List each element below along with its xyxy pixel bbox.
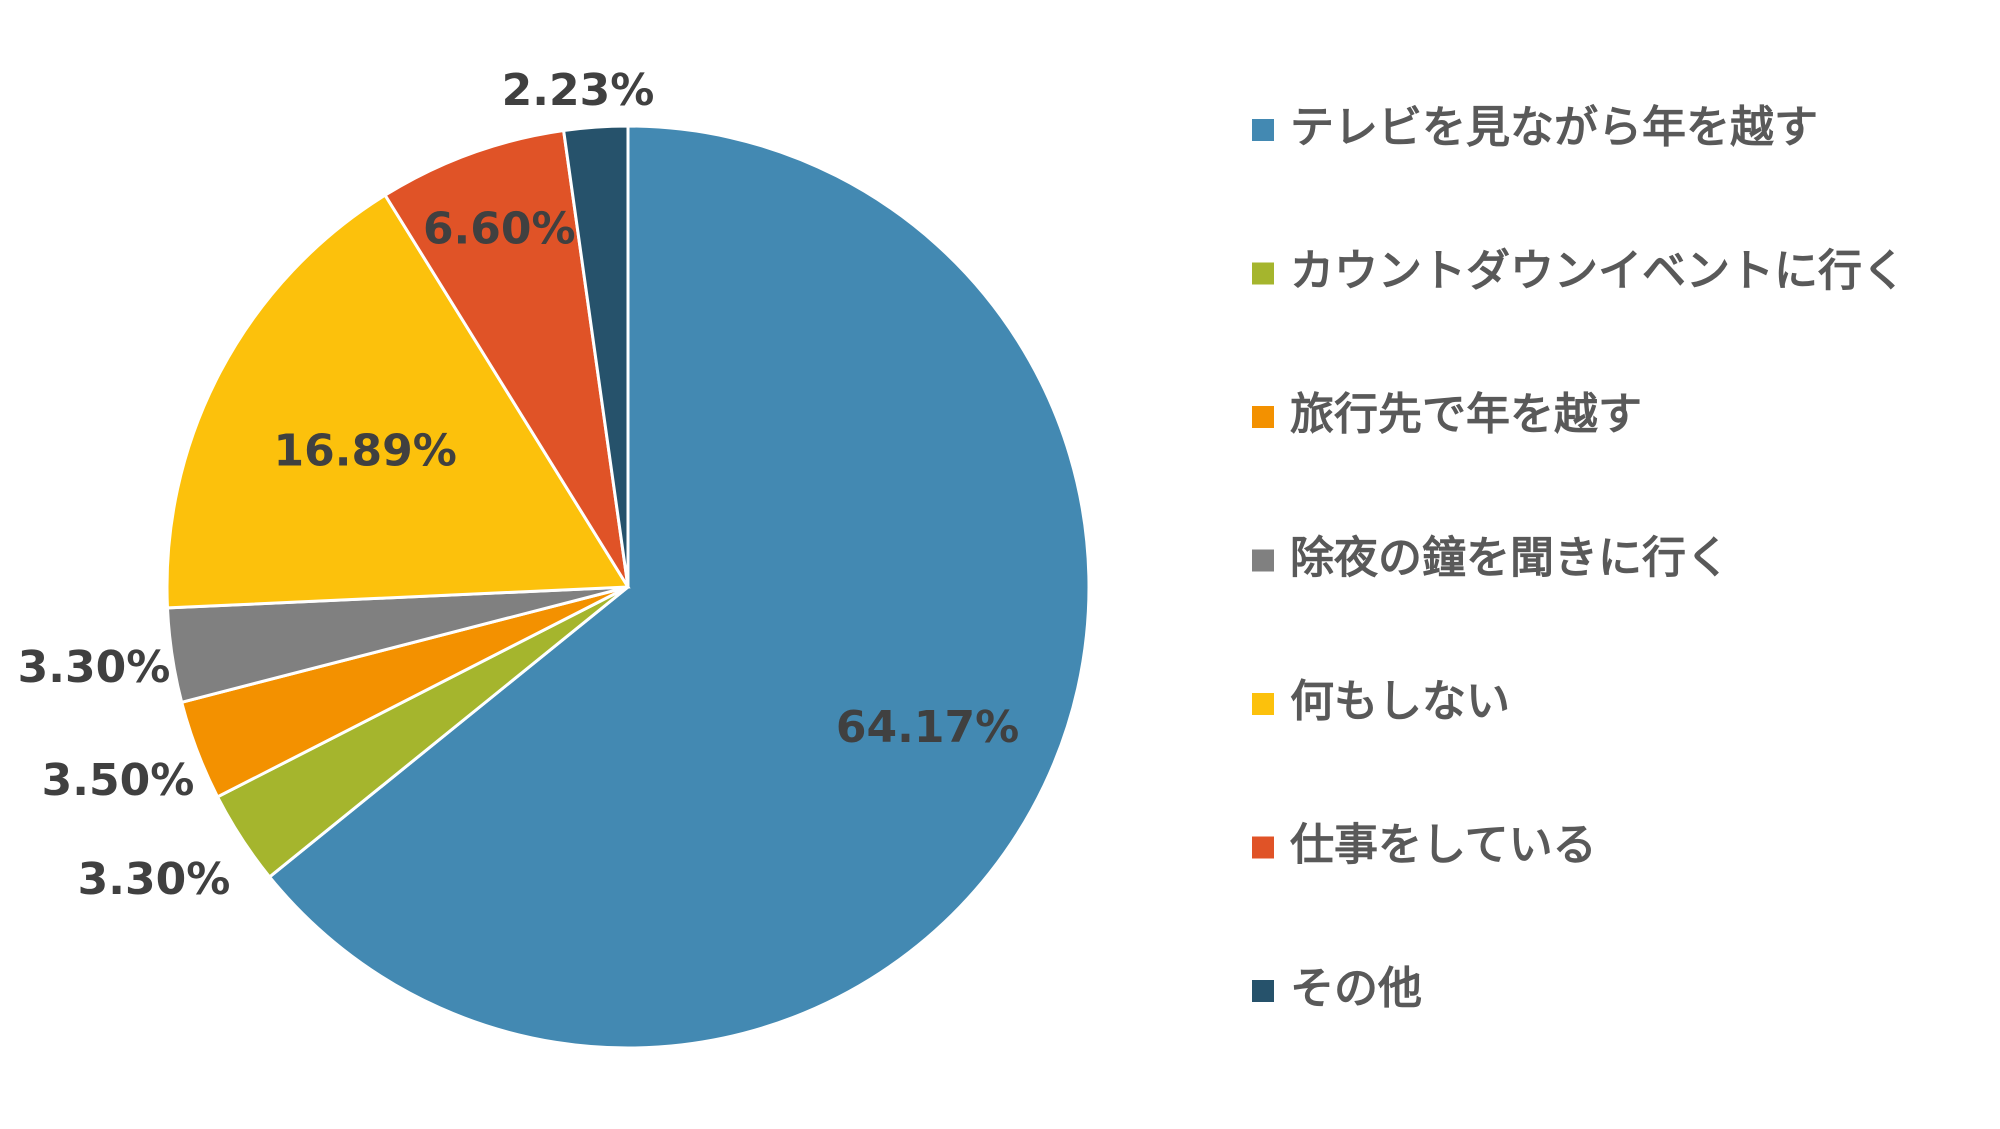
pie-slice-7 — [561, 124, 630, 588]
pie-slices — [165, 124, 1091, 1050]
legend: テレビを見ながら年を越すカウントダウンイベントに行く旅行先で年を越す除夜の鐘を聞… — [1252, 102, 1906, 1014]
legend-item-1: テレビを見ながら年を越す — [1252, 102, 1818, 153]
data-label-5: 16.89% — [274, 426, 457, 477]
legend-swatch-3 — [1252, 406, 1274, 428]
legend-label-3: 旅行先で年を越す — [1290, 389, 1642, 440]
data-label-6: 6.60% — [423, 204, 576, 255]
legend-swatch-5 — [1252, 693, 1274, 715]
legend-swatch-7 — [1252, 980, 1274, 1002]
legend-swatch-1 — [1252, 119, 1274, 141]
pie-slice-5 — [165, 193, 631, 610]
legend-label-7: その他 — [1290, 963, 1422, 1014]
legend-item-4: 除夜の鐘を聞きに行く — [1252, 533, 1730, 584]
legend-label-4: 除夜の鐘を聞きに行く — [1290, 533, 1730, 584]
legend-item-3: 旅行先で年を越す — [1252, 389, 1642, 440]
legend-label-5: 何もしない — [1290, 676, 1510, 727]
legend-swatch-2 — [1252, 262, 1274, 285]
data-label-4: 3.30% — [18, 642, 171, 693]
legend-label-2: カウントダウンイベントに行く — [1290, 246, 1906, 297]
legend-item-7: その他 — [1252, 963, 1422, 1014]
data-label-3: 3.50% — [42, 755, 195, 806]
legend-swatch-4 — [1252, 549, 1274, 572]
pie-slice-6 — [383, 128, 630, 588]
legend-item-5: 何もしない — [1252, 676, 1510, 727]
data-label-2: 3.30% — [78, 854, 231, 905]
legend-item-2: カウントダウンイベントに行く — [1252, 246, 1906, 297]
legend-item-6: 仕事をしている — [1252, 820, 1597, 871]
legend-swatch-6 — [1252, 836, 1274, 859]
data-label-1: 64.17% — [836, 702, 1019, 753]
data-label-7: 2.23% — [502, 65, 655, 116]
pie-slice-1 — [267, 124, 1091, 1050]
pie-data-labels: 64.17% 3.30% 3.50% 3.30% 16.89% 6.60% 2.23% — [18, 65, 1020, 905]
legend-label-6: 仕事をしている — [1290, 820, 1597, 871]
legend-label-1: テレビを見ながら年を越す — [1290, 102, 1818, 153]
